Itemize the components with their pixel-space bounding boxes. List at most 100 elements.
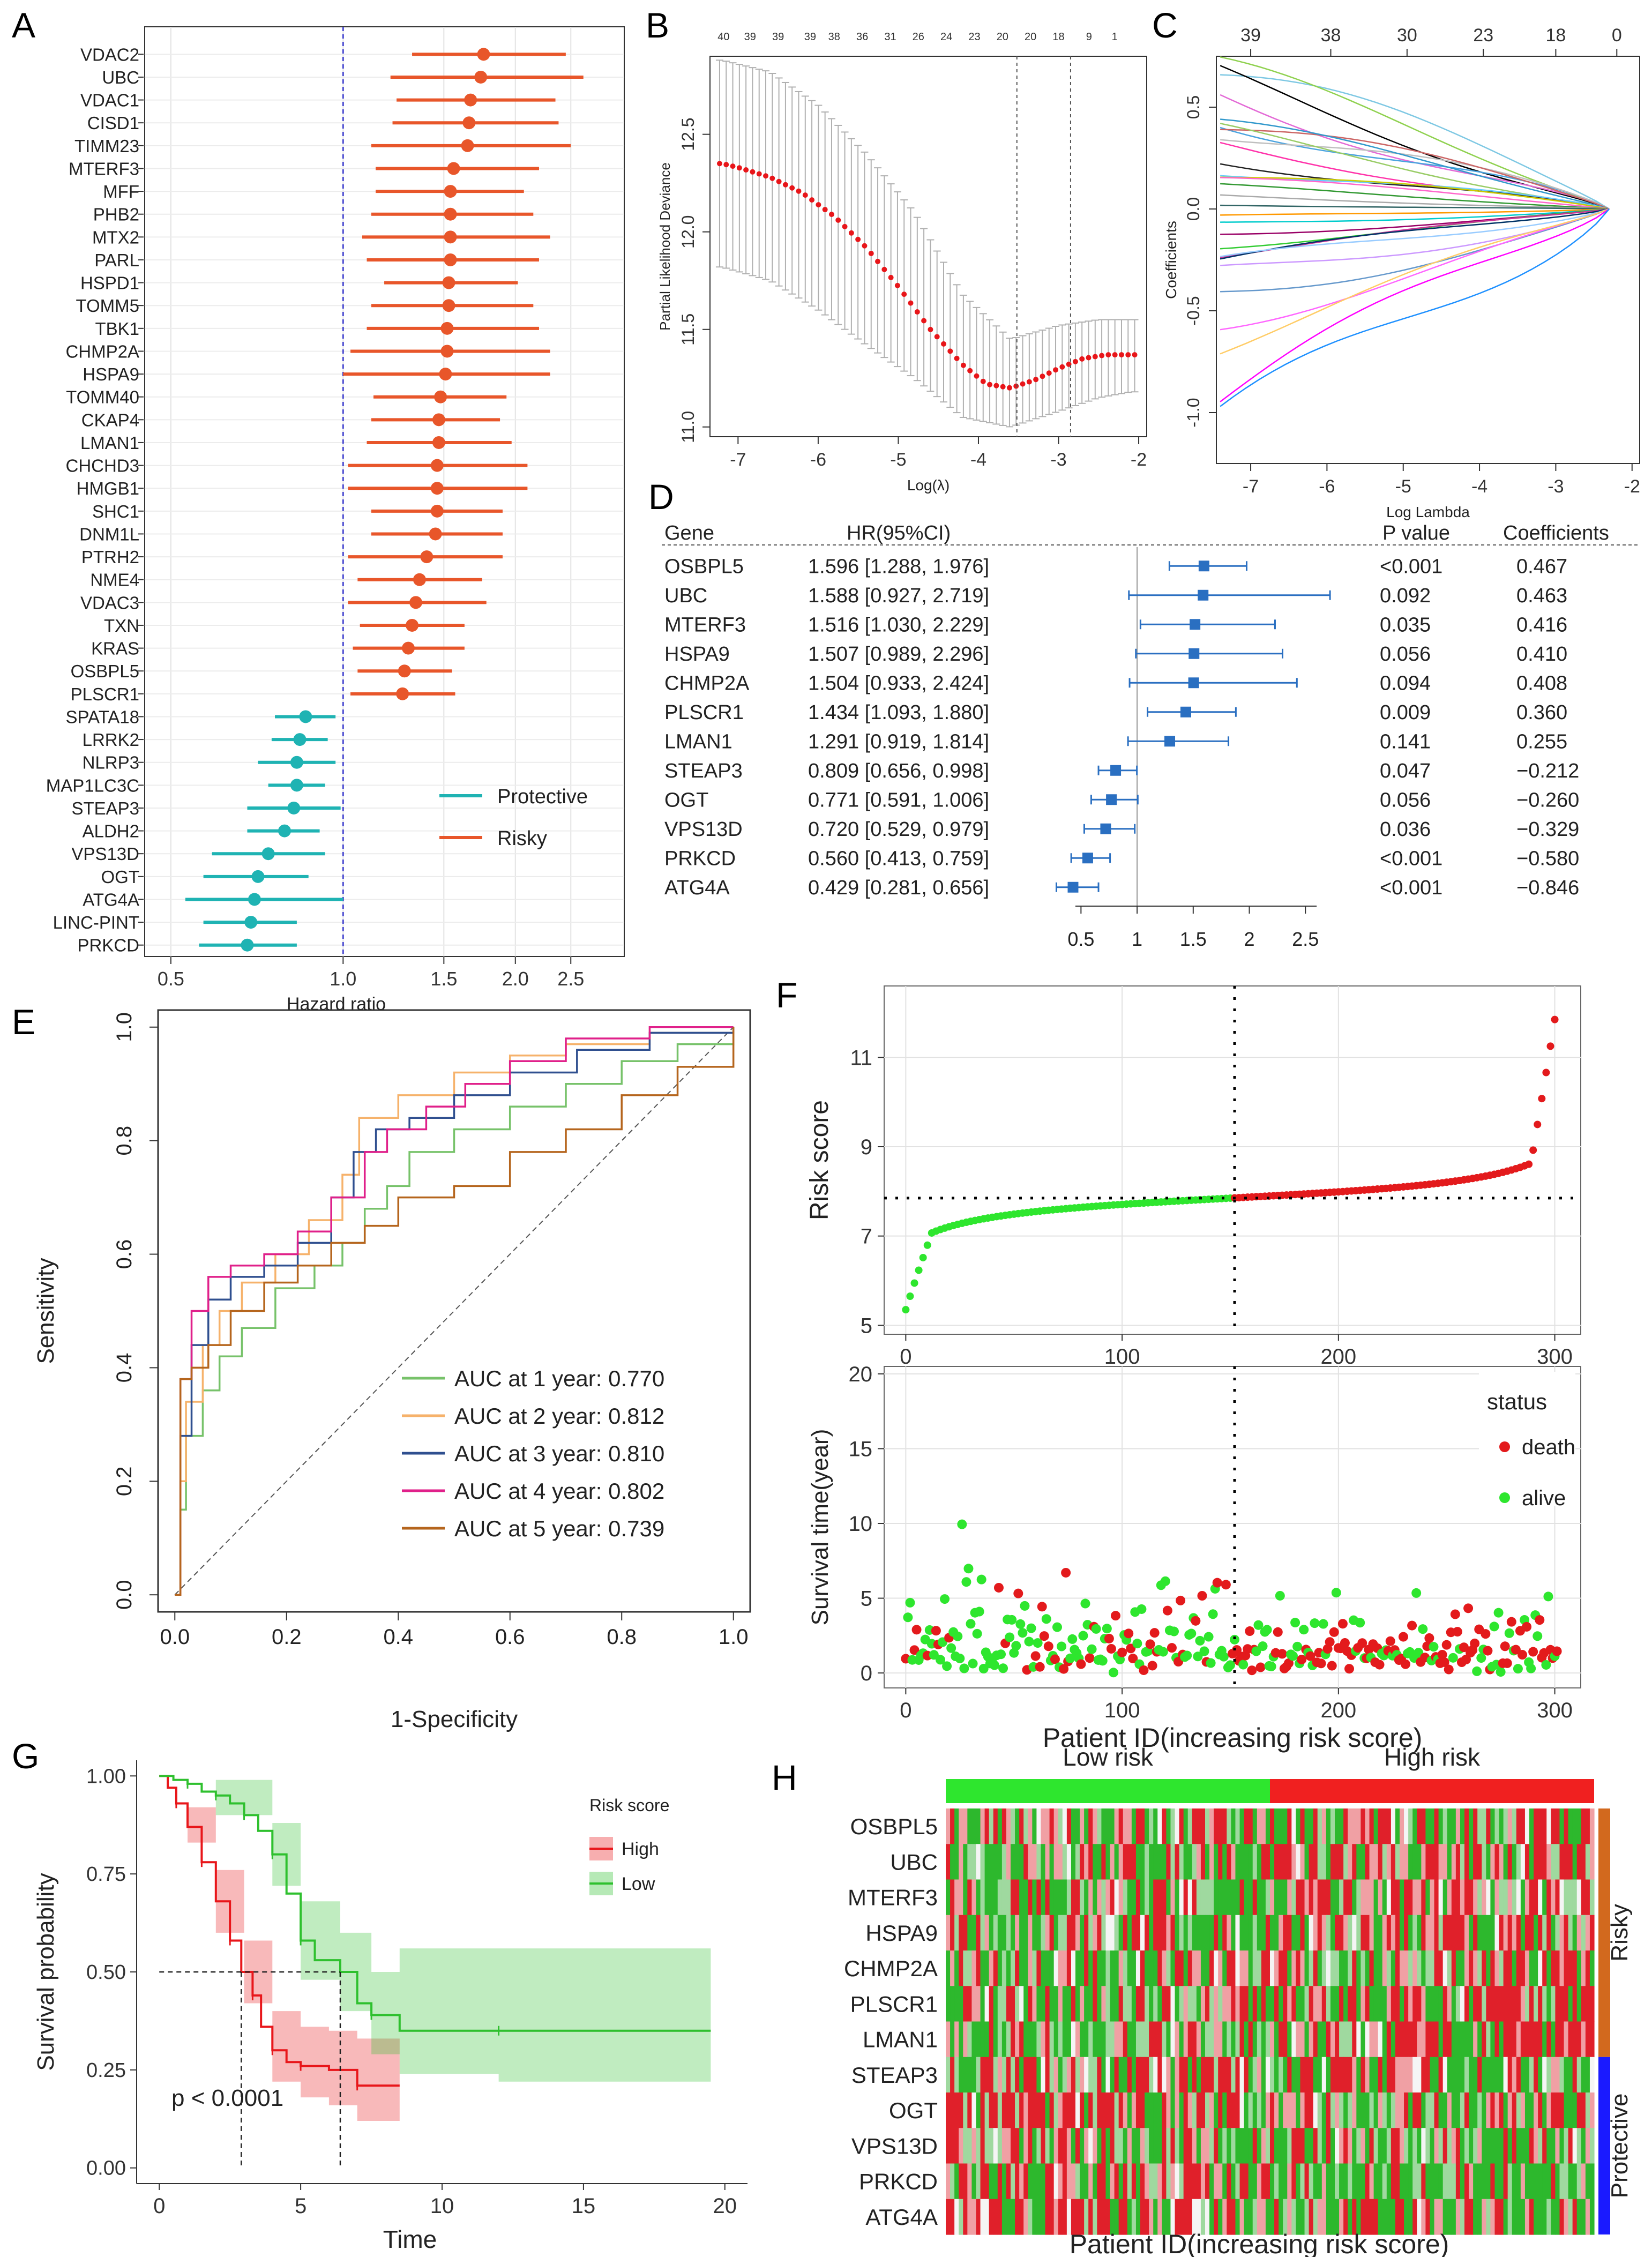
panel-h-cell [1339,2021,1344,2058]
panel-e-tick-label-y: 1.0 [113,1012,136,1042]
panel-c-top-tick-label: 23 [1473,25,1493,46]
panel-h-cell [1170,1879,1176,1916]
panel-h-cell [1162,1808,1167,1844]
panel-h-cell [1261,2021,1266,2058]
panel-h-cell [1231,2092,1236,2128]
panel-h-cell [1421,2163,1426,2200]
panel-f-survival-point [1085,1653,1095,1663]
panel-h-cell [1244,1986,1249,2022]
panel-h-cell [1391,1879,1396,1916]
panel-f-survival-point [1517,1650,1527,1660]
panel-h-cell [980,2199,985,2235]
panel-h-cell [1425,1879,1431,1916]
panel-f-legend-box [1479,1372,1575,1506]
panel-d-coefficient: −0.260 [1516,789,1579,811]
panel-h-cell [1400,1808,1404,1844]
panel-d-coefficient: −0.329 [1516,818,1579,841]
panel-h-cell [1330,2021,1335,2058]
panel-h-cell [1482,1950,1486,1986]
panel-g-confidence-band [159,1776,711,2082]
panel-h-cell [1166,2128,1171,2164]
panel-h-cell [1053,2057,1059,2093]
panel-h-cell [1339,1808,1344,1844]
panel-h-cell [1093,2021,1097,2058]
panel-h-cell [1589,2199,1595,2235]
panel-f-survival-point [1543,1591,1553,1602]
panel-h-group-label: Risky [1606,1904,1633,1962]
panel-h-cell [1265,2057,1270,2093]
panel-h-cell [1279,2128,1283,2164]
panel-g-legend-label: High [622,1839,659,1859]
panel-h-cell [1192,2163,1197,2200]
panel-h-cell [997,2021,1003,2058]
panel-h-cell [954,1844,959,1880]
panel-b-deviance-point [1006,385,1012,391]
panel-h-cell [1231,2163,1236,2200]
panel-h-cell [1589,1844,1595,1880]
panel-h-cell [959,1844,963,1880]
panel-h-cell [1412,1950,1417,1986]
panel-h-cell [1404,2092,1409,2128]
panel-h-cell [1482,2057,1486,2093]
panel-f-survival-point [1076,1659,1086,1669]
panel-h-cell [1283,2092,1288,2128]
panel-h-cell [989,1844,994,1880]
panel-h-cell [1404,2057,1409,2093]
panel-h-cell [1542,2163,1547,2200]
panel-h-cell [959,1915,963,1951]
panel-f-survival-point [1043,1641,1053,1651]
panel-h-cell [1011,2199,1015,2235]
panel-h-cell [1114,1915,1119,1951]
panel-h-cell [1170,2092,1176,2128]
panel-h-cell [989,1986,994,2022]
panel-h-cell [1252,1844,1258,1880]
panel-b-deviance-point [1033,377,1039,383]
panel-h-cell [1361,2163,1366,2200]
panel-f-survival-point [1219,1651,1229,1662]
panel-h-cell [1200,1879,1206,1916]
panel-h-cell [1084,2092,1089,2128]
panel-h-cell [1001,2092,1007,2128]
panel-c-coefficient-path [1220,204,1610,210]
panel-label-c: C [1152,5,1178,45]
panel-h-cell [1166,1844,1171,1880]
panel-b-top-tick-label: 9 [1086,31,1092,43]
panel-h-cell [1053,2128,1059,2164]
panel-c-coefficient-path [1220,123,1610,210]
panel-h-cell [1239,2021,1245,2058]
panel-h-cell [1118,2092,1124,2128]
panel-h-cell [1291,2199,1296,2235]
panel-h-cell [967,2057,972,2093]
panel-h-cell [1464,2128,1469,2164]
panel-d-coefficient: 0.410 [1516,643,1567,666]
panel-h-cell [1279,1879,1283,1916]
panel-b-deviance-point [1099,353,1105,358]
panel-h-cell [1430,2163,1435,2200]
panel-h-cell [1564,1915,1569,1951]
panel-h-cell [1477,2021,1482,2058]
panel-h-cell [1041,2021,1046,2058]
panel-h-cell [1110,1879,1115,1916]
panel-h-cell [1425,1844,1431,1880]
panel-h-cell [1218,2092,1223,2128]
panel-f-survival-point [1355,1618,1365,1628]
panel-h-cell [1028,1986,1033,2022]
panel-h-cell [1097,2092,1102,2128]
panel-h-cell [1162,2163,1167,2200]
panel-h-cell [1499,2199,1504,2235]
panel-h-cell [1244,1915,1249,1951]
panel-h-cell [976,2092,981,2128]
panel-h-cell [1066,1844,1072,1880]
panel-h-cell [963,1844,968,1880]
panel-h-cell [1075,2021,1080,2058]
panel-h-cell [1524,1915,1530,1951]
panel-h-cell [1304,2199,1310,2235]
panel-h-cell [1304,2057,1310,2093]
panel-f-survival-point [1013,1588,1023,1598]
panel-h-cell [1455,2057,1461,2093]
panel-h-cell [1391,2163,1396,2200]
panel-h-cell [1214,2021,1219,2058]
panel-b-deviance-point [776,178,782,184]
panel-h-cell [1464,1844,1469,1880]
panel-h-cell [1352,1844,1357,1880]
